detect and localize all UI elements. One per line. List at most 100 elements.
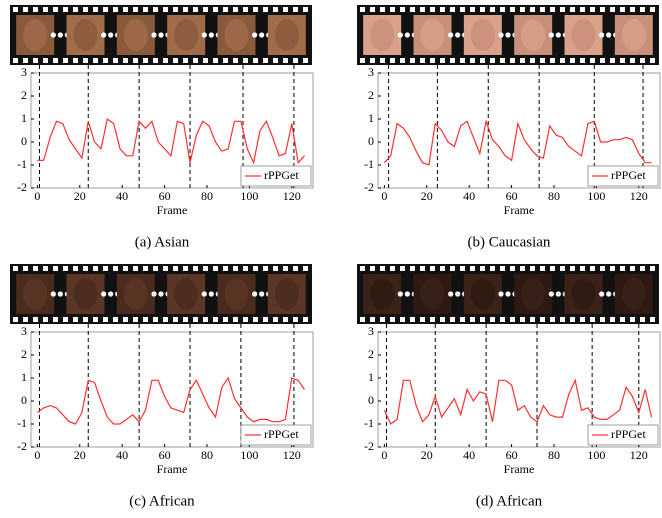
sprocket <box>580 266 585 271</box>
sprocket <box>530 7 535 12</box>
sprocket <box>283 58 288 63</box>
sprocket <box>560 317 565 322</box>
face <box>274 278 299 310</box>
sprocket <box>43 266 48 271</box>
sprocket <box>630 317 635 322</box>
x-tick-label: 60 <box>159 189 171 203</box>
face <box>224 19 249 51</box>
sprocket <box>380 7 385 12</box>
dot <box>548 291 554 297</box>
sprocket <box>13 58 18 63</box>
dot <box>599 32 605 38</box>
legend-box <box>587 165 659 187</box>
sprocket <box>263 266 268 271</box>
sprocket <box>420 317 425 322</box>
sprocket <box>193 317 198 322</box>
dot <box>606 32 612 38</box>
y-tick-label: -1 <box>364 416 374 430</box>
dot <box>252 32 258 38</box>
sprocket <box>123 266 128 271</box>
dot <box>201 291 207 297</box>
sprocket <box>550 7 555 12</box>
x-tick-label: 40 <box>463 189 475 203</box>
sprocket <box>83 7 88 12</box>
dot <box>448 32 454 38</box>
sprocket <box>590 266 595 271</box>
sprocket <box>450 317 455 322</box>
sprocket <box>233 317 238 322</box>
sprocket <box>273 266 278 271</box>
x-axis-label: Frame <box>504 203 535 217</box>
dot <box>555 291 561 297</box>
x-tick-label: 0 <box>34 189 40 203</box>
y-tick-label: 2 <box>368 347 374 361</box>
sprocket <box>143 317 148 322</box>
sprocket <box>263 7 268 12</box>
sprocket <box>73 58 78 63</box>
sprocket <box>550 266 555 271</box>
sprocket <box>440 58 445 63</box>
sprocket <box>183 58 188 63</box>
sprocket <box>360 7 365 12</box>
y-tick-label: 0 <box>21 134 27 148</box>
sprocket <box>410 317 415 322</box>
sprocket <box>133 266 138 271</box>
sprocket <box>390 266 395 271</box>
sprocket <box>500 58 505 63</box>
dot <box>50 291 56 297</box>
legend-box <box>240 165 312 187</box>
sprocket <box>620 7 625 12</box>
sprocket <box>113 7 118 12</box>
sprocket <box>33 266 38 271</box>
sprocket <box>143 58 148 63</box>
sprocket <box>73 317 78 322</box>
sprocket <box>43 58 48 63</box>
dot <box>404 291 410 297</box>
sprocket <box>460 317 465 322</box>
sprocket <box>223 317 228 322</box>
sprocket <box>470 58 475 63</box>
sprocket <box>590 58 595 63</box>
sprocket <box>173 58 178 63</box>
sprocket <box>610 58 615 63</box>
y-tick-label: 1 <box>21 111 27 125</box>
sprocket <box>43 317 48 322</box>
sprocket <box>53 7 58 12</box>
sprocket <box>223 266 228 271</box>
sprocket <box>420 58 425 63</box>
dot <box>158 291 164 297</box>
sprocket <box>293 7 298 12</box>
sprocket <box>273 317 278 322</box>
sprocket <box>470 266 475 271</box>
x-tick-label: 100 <box>240 189 258 203</box>
dot <box>108 291 114 297</box>
sprocket <box>630 266 635 271</box>
sprocket <box>450 7 455 12</box>
sprocket <box>173 266 178 271</box>
sprocket <box>420 7 425 12</box>
sprocket <box>540 266 545 271</box>
sprocket <box>93 266 98 271</box>
sprocket <box>93 58 98 63</box>
sprocket <box>123 7 128 12</box>
sprocket <box>550 58 555 63</box>
dot <box>208 291 214 297</box>
dot <box>101 32 107 38</box>
x-tick-label: 60 <box>506 448 518 462</box>
y-tick-label: -1 <box>17 157 27 171</box>
face <box>571 19 596 51</box>
sprocket <box>233 266 238 271</box>
sprocket <box>650 266 655 271</box>
sprocket <box>590 317 595 322</box>
sprocket <box>153 317 158 322</box>
sprocket <box>13 317 18 322</box>
sprocket <box>223 7 228 12</box>
x-tick-label: 20 <box>74 189 86 203</box>
sprocket <box>183 7 188 12</box>
y-tick-label: 3 <box>21 324 27 338</box>
y-tick-label: 1 <box>368 111 374 125</box>
sprocket <box>153 7 158 12</box>
sprocket <box>450 266 455 271</box>
sprocket <box>420 266 425 271</box>
sprocket <box>520 58 525 63</box>
